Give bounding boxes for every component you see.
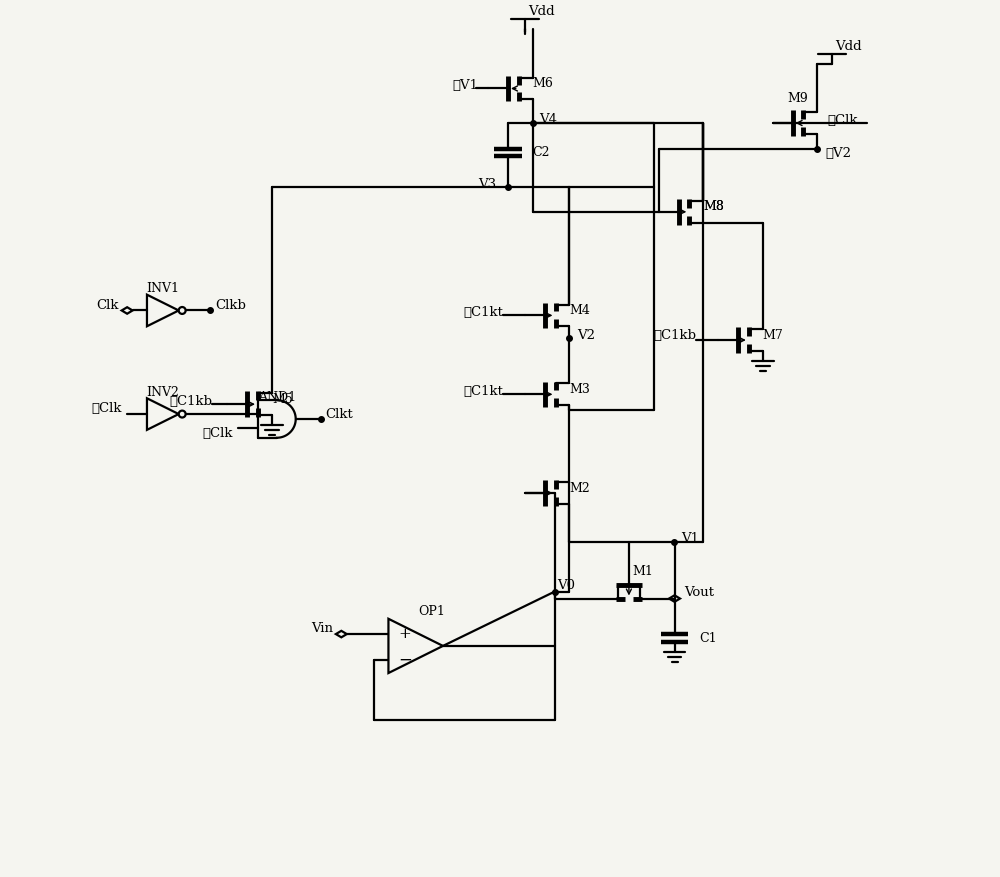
Text: OP1: OP1 xyxy=(419,605,446,618)
Text: M2: M2 xyxy=(569,481,590,495)
Text: Vdd: Vdd xyxy=(528,5,554,18)
Text: −: − xyxy=(398,652,412,668)
Text: M1: M1 xyxy=(632,566,653,579)
Text: 接C1kb: 接C1kb xyxy=(169,395,212,408)
Text: M5: M5 xyxy=(272,393,293,406)
Text: 接C1kb: 接C1kb xyxy=(653,329,696,342)
Text: V1: V1 xyxy=(681,531,699,545)
Text: M7: M7 xyxy=(763,329,784,342)
Text: INV1: INV1 xyxy=(146,282,179,296)
Text: C1: C1 xyxy=(699,631,717,645)
Text: 接C1kt: 接C1kt xyxy=(463,306,503,319)
Text: V2: V2 xyxy=(577,329,595,342)
Text: +: + xyxy=(398,627,411,641)
Text: M8: M8 xyxy=(703,200,724,213)
Text: 接C1kt: 接C1kt xyxy=(463,385,503,398)
Text: V0: V0 xyxy=(558,579,576,592)
Text: M6: M6 xyxy=(533,77,554,90)
Text: INV2: INV2 xyxy=(146,386,179,399)
Text: M4: M4 xyxy=(569,304,590,317)
Text: 接V2: 接V2 xyxy=(825,147,851,160)
Text: 接Clk: 接Clk xyxy=(203,427,233,439)
Text: Clk: Clk xyxy=(97,299,119,312)
Text: C2: C2 xyxy=(533,146,550,159)
Text: Vout: Vout xyxy=(684,586,714,599)
Text: M3: M3 xyxy=(569,383,590,396)
Text: 接Clk: 接Clk xyxy=(827,113,858,126)
Text: V4: V4 xyxy=(539,112,557,125)
Text: Clkb: Clkb xyxy=(215,299,246,312)
Text: Clkt: Clkt xyxy=(325,408,353,421)
Text: Vin: Vin xyxy=(311,622,333,635)
Text: V3: V3 xyxy=(478,178,496,190)
Text: 接V1: 接V1 xyxy=(452,79,478,92)
Text: M9: M9 xyxy=(788,92,808,105)
Text: AND1: AND1 xyxy=(258,391,296,403)
Text: Vdd: Vdd xyxy=(835,39,862,53)
Text: M8: M8 xyxy=(703,200,724,213)
Text: 接Clk: 接Clk xyxy=(92,402,122,415)
